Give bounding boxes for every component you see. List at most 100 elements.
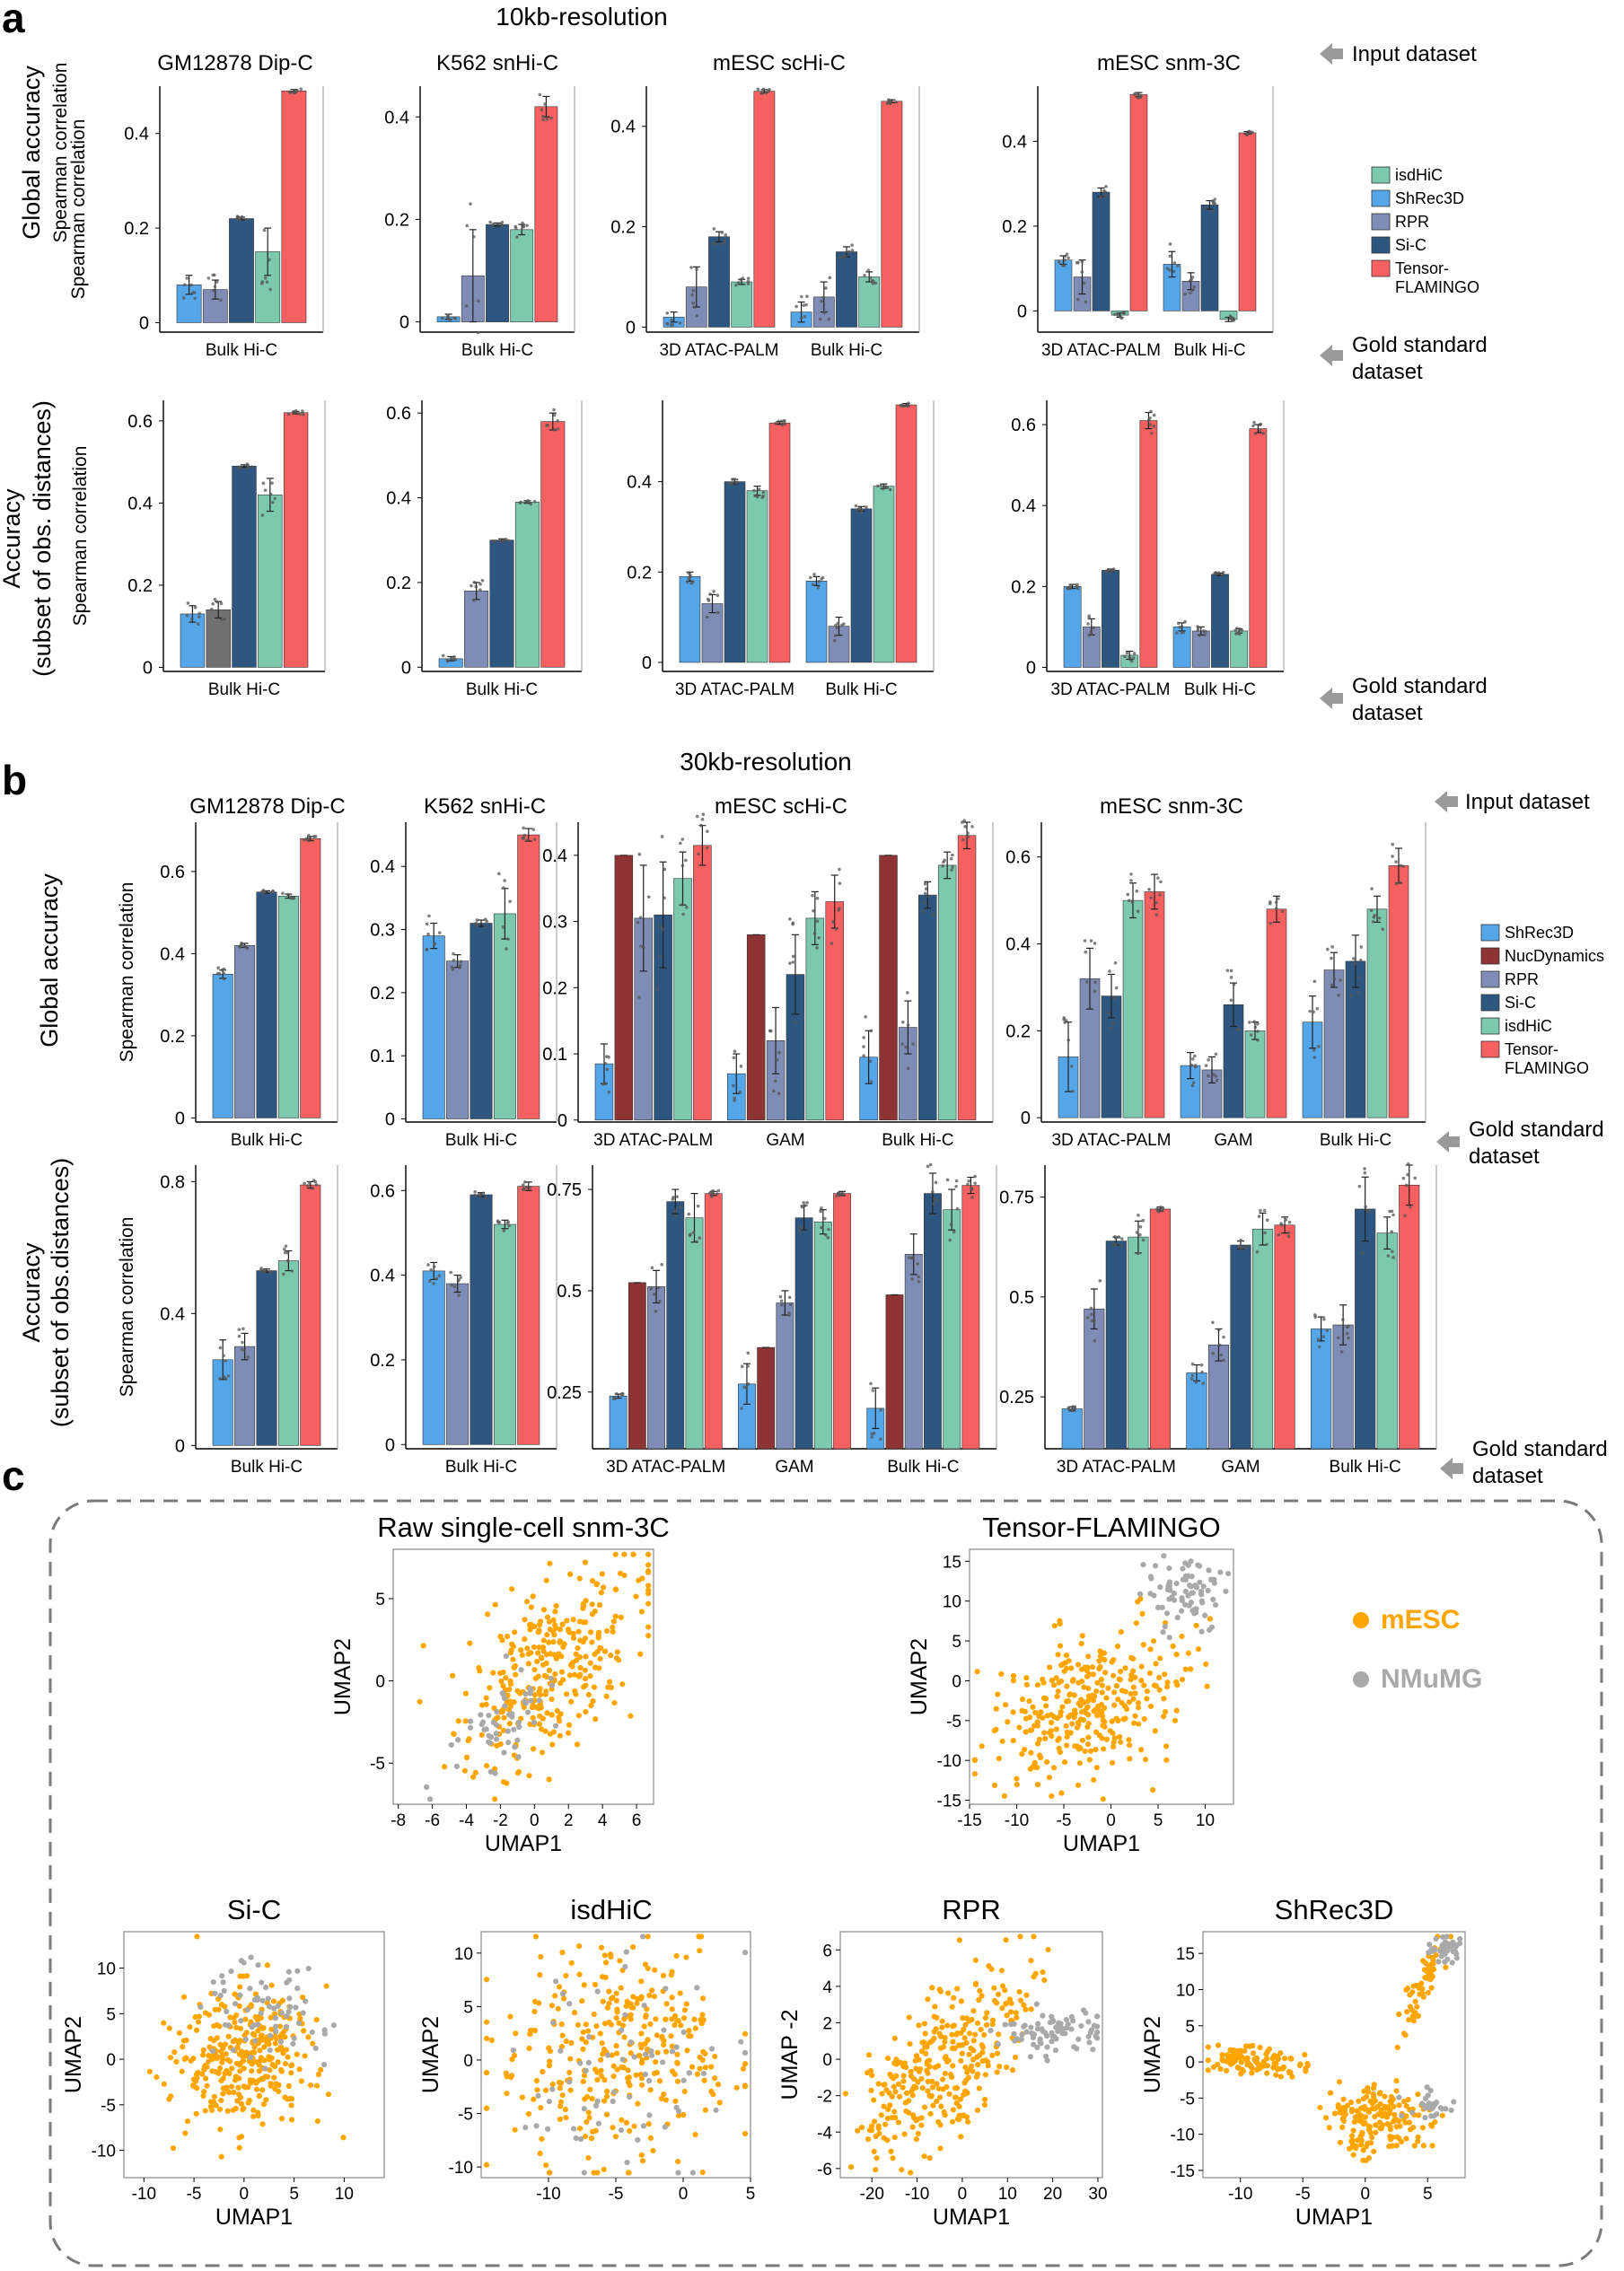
replicate-point xyxy=(954,1184,958,1188)
point-mESC xyxy=(238,2100,244,2107)
replicate-point xyxy=(945,1178,950,1182)
point-mESC xyxy=(1373,2122,1379,2128)
point-mESC xyxy=(962,2077,970,2083)
point-mESC xyxy=(609,2052,615,2058)
x-tick-label: 0 xyxy=(240,2185,250,2204)
point-mESC xyxy=(594,2170,601,2176)
point-mESC xyxy=(512,2126,518,2133)
x-tick-label: -20 xyxy=(860,2185,884,2204)
replicate-point xyxy=(1175,631,1179,635)
point-mESC xyxy=(991,1985,997,1991)
replicate-point xyxy=(1090,1312,1093,1317)
point-mESC xyxy=(645,1562,652,1568)
point-mESC xyxy=(1277,2050,1284,2056)
legend-label: NucDynamics xyxy=(1505,947,1604,965)
replicate-point xyxy=(1138,1232,1142,1237)
point-mESC xyxy=(271,2074,277,2081)
point-mESC xyxy=(259,2075,265,2082)
point-mESC xyxy=(1050,1765,1058,1771)
point-NMuMG xyxy=(1002,2021,1008,2028)
point-mESC xyxy=(654,2049,661,2056)
point-NMuMG xyxy=(700,2070,707,2077)
point-mESC xyxy=(966,2051,972,2057)
point-NMuMG xyxy=(522,1700,529,1706)
bar-Si-C xyxy=(256,891,277,1118)
point-mESC xyxy=(937,2045,944,2051)
point-mESC xyxy=(580,2029,586,2036)
point-mESC xyxy=(1394,2044,1400,2050)
point-mESC xyxy=(220,2056,226,2063)
replicate-point xyxy=(273,496,277,501)
x-axis-label: UMAP1 xyxy=(1063,1831,1140,1856)
point-NMuMG xyxy=(209,2047,216,2055)
point-mESC xyxy=(209,2107,215,2113)
point-mESC xyxy=(1342,2106,1348,2113)
replicate-point xyxy=(1222,1358,1225,1363)
point-mESC xyxy=(1074,1743,1080,1749)
point-mESC xyxy=(594,2076,601,2083)
point-mESC xyxy=(540,1644,547,1651)
point-mESC xyxy=(1023,1675,1030,1681)
point-NMuMG xyxy=(1011,2030,1017,2037)
replicate-point xyxy=(245,946,250,951)
point-mESC xyxy=(984,2010,990,2016)
point-mESC xyxy=(511,2052,518,2059)
point-mESC xyxy=(1390,2134,1396,2141)
point-mESC xyxy=(915,2079,921,2085)
point-mESC xyxy=(220,2075,226,2082)
point-NMuMG xyxy=(1208,1624,1216,1630)
point-mESC xyxy=(612,1613,619,1619)
point-mESC xyxy=(1350,2127,1356,2134)
point-mESC xyxy=(639,2158,646,2164)
point-mESC xyxy=(259,2121,266,2127)
point-mESC xyxy=(1286,2068,1292,2075)
row-label-accuracy-b: Accuracy xyxy=(18,1242,45,1343)
point-mESC xyxy=(1393,2124,1400,2130)
replicate-point xyxy=(1114,1236,1118,1241)
replicate-point xyxy=(1102,189,1106,193)
point-mESC xyxy=(1263,2056,1270,2062)
point-mESC xyxy=(539,1726,545,1732)
point-mESC xyxy=(1026,1714,1033,1721)
point-mESC xyxy=(1128,1690,1134,1697)
replicate-point xyxy=(1148,423,1153,426)
point-mESC xyxy=(512,1629,518,1635)
replicate-point xyxy=(1114,986,1119,990)
point-mESC xyxy=(270,1998,277,2004)
y-tick-label: 0.75 xyxy=(999,1188,1034,1208)
point-mESC xyxy=(654,2032,660,2039)
point-NMuMG xyxy=(1094,2023,1101,2030)
replicate-point xyxy=(808,575,812,580)
point-mESC xyxy=(268,1982,275,1988)
point-mESC xyxy=(591,2011,597,2018)
point-mESC xyxy=(539,2135,545,2143)
point-mESC xyxy=(582,1675,589,1682)
point-mESC xyxy=(536,1705,542,1712)
point-mESC xyxy=(1342,2111,1348,2118)
point-mESC xyxy=(1064,1683,1070,1689)
point-mESC xyxy=(658,2095,664,2102)
point-NMuMG xyxy=(1428,2102,1435,2109)
point-mESC xyxy=(1031,1723,1038,1729)
replicate-point xyxy=(780,423,784,427)
point-NMuMG xyxy=(1451,2099,1457,2105)
point-mESC xyxy=(509,1586,515,1592)
x-tick-label: 10 xyxy=(998,2185,1017,2204)
replicate-point xyxy=(838,1193,842,1197)
point-mESC xyxy=(742,2130,749,2137)
point-mESC xyxy=(1335,2102,1341,2109)
point-mESC xyxy=(956,2103,962,2109)
point-mESC xyxy=(1360,2157,1366,2163)
replicate-point xyxy=(665,311,670,315)
replicate-point xyxy=(1062,1016,1066,1020)
point-mESC xyxy=(1396,2011,1402,2018)
x-tick-label: -5 xyxy=(1057,1811,1072,1830)
y-tick-label: 0.4 xyxy=(370,1267,395,1286)
replicate-point xyxy=(477,1192,481,1197)
point-mESC xyxy=(1271,2060,1277,2066)
replicate-point xyxy=(816,586,821,590)
replicate-point xyxy=(1356,990,1361,995)
point-NMuMG xyxy=(1197,1579,1203,1585)
point-mESC xyxy=(660,1972,667,1978)
